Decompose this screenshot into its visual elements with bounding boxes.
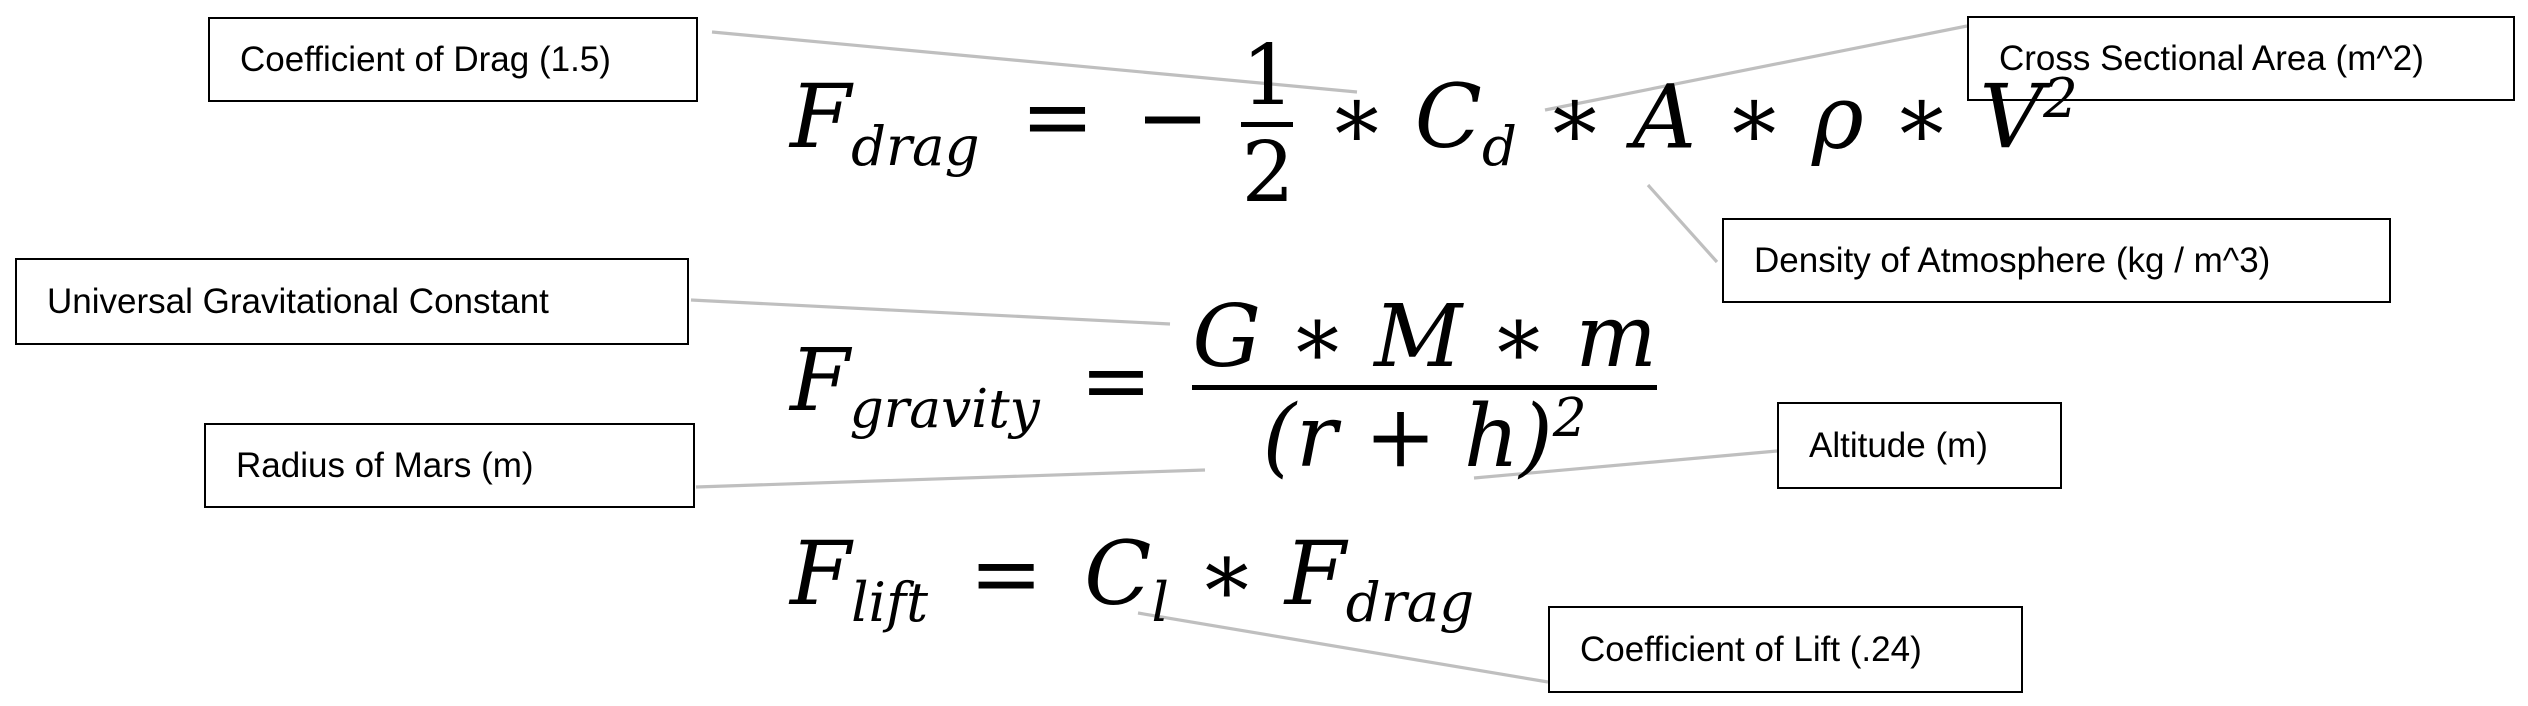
drag-area-symbol: A — [1632, 65, 1697, 169]
gravity-denominator-exponent: 2 — [1552, 387, 1587, 450]
leader-lift-coefficient — [1137, 611, 1549, 684]
leader-cross-section — [1544, 24, 1968, 112]
leader-altitude — [1473, 449, 1778, 480]
gravity-denominator: (r + h)2 — [1262, 386, 1587, 487]
lift-times: ∗ — [1196, 522, 1257, 625]
drag-density-symbol: ρ — [1812, 65, 1864, 169]
equation-drag: Fdrag = − 1 2 ∗ Cd ∗ A ∗ ρ ∗ V2 — [790, 26, 2078, 221]
drag-fraction-denominator: 2 — [1241, 122, 1295, 221]
drag-equals: = — [1020, 65, 1095, 169]
lift-coefficient-subscript: l — [1151, 570, 1169, 635]
label-altitude: Altitude (m) — [1777, 402, 2062, 489]
leader-radius — [695, 468, 1206, 489]
drag-velocity-symbol: V2 — [1979, 65, 2078, 169]
drag-times-1: ∗ — [1326, 65, 1387, 169]
leader-gravitational-constant — [690, 298, 1171, 326]
gravity-lhs-subscript: gravity — [849, 377, 1040, 440]
drag-fraction-numerator: 1 — [1241, 26, 1295, 124]
drag-coefficient-symbol: Cd — [1414, 65, 1517, 178]
drag-fraction-bar — [1241, 121, 1294, 127]
drag-lhs: Fdrag — [790, 65, 980, 178]
label-lift-coefficient: Coefficient of Lift (.24) — [1548, 606, 2023, 693]
gravity-lhs: Fgravity — [790, 330, 1040, 440]
drag-velocity-exponent: 2 — [2043, 66, 2078, 131]
label-drag-coefficient: Coefficient of Drag (1.5) — [208, 17, 698, 102]
lift-coefficient-symbol: Cl — [1084, 522, 1169, 635]
drag-times-3: ∗ — [1724, 65, 1785, 169]
gravity-numerator: G ∗ M ∗ m — [1192, 287, 1657, 387]
drag-times-2: ∗ — [1544, 65, 1605, 169]
gravity-equals: = — [1080, 330, 1153, 431]
leader-density — [1646, 183, 1719, 264]
equation-gravity: Fgravity = G ∗ M ∗ m (r + h)2 — [790, 290, 1657, 484]
gravity-fraction-bar — [1192, 384, 1657, 390]
drag-times-4: ∗ — [1891, 65, 1952, 169]
label-radius: Radius of Mars (m) — [204, 423, 695, 508]
lift-drag-force-subscript: drag — [1345, 570, 1475, 635]
lift-drag-force-symbol: Fdrag — [1284, 522, 1475, 635]
gravity-fraction: G ∗ M ∗ m (r + h)2 — [1192, 290, 1657, 484]
label-density: Density of Atmosphere (kg / m^3) — [1722, 218, 2391, 303]
drag-coefficient-subscript: d — [1481, 113, 1517, 178]
equation-lift: Flift = Cl ∗ Fdrag — [790, 530, 1474, 630]
label-gravitational-constant: Universal Gravitational Constant — [15, 258, 689, 345]
lift-lhs: Flift — [790, 522, 929, 635]
drag-lhs-subscript: drag — [851, 113, 980, 178]
drag-minus: − — [1135, 65, 1210, 169]
drag-half-fraction: 1 2 — [1241, 26, 1295, 221]
lift-lhs-subscript: lift — [851, 570, 929, 635]
leader-drag-coefficient — [711, 30, 1358, 94]
lift-equals: = — [969, 522, 1043, 625]
label-cross-section: Cross Sectional Area (m^2) — [1967, 16, 2515, 101]
